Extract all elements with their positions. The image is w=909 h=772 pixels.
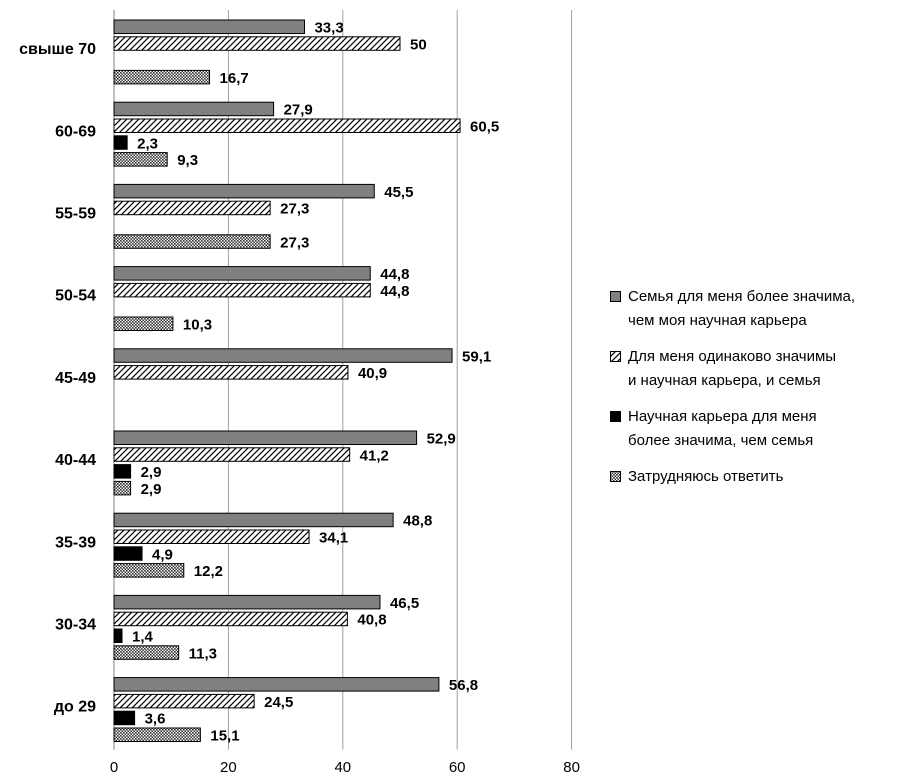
bar-hard-to-answer [113, 645, 180, 660]
legend-item-career-more-important: Научная карьера для меня более значима, … [610, 405, 909, 453]
data-label: 52,9 [427, 431, 456, 448]
bar-family-more-important [113, 183, 375, 199]
legend: Семья для меня более значима, чем моя на… [610, 285, 909, 501]
bar-hard-to-answer [113, 727, 201, 742]
data-label: 27,3 [280, 234, 309, 251]
data-label: 60,5 [470, 119, 499, 136]
bar-career-more-important [113, 710, 136, 726]
category-label: свыше 70 [19, 41, 96, 58]
category-label: до 29 [54, 699, 96, 716]
bar-equally-important [113, 118, 461, 133]
data-label: 56,8 [449, 677, 478, 694]
data-label: 2,9 [141, 481, 162, 498]
bar-family-more-important [113, 266, 371, 281]
legend-line: более значима, чем семья [628, 432, 814, 449]
diagonal-hatch-swatch-icon [610, 351, 621, 362]
bar-hard-to-answer [113, 316, 174, 331]
data-label: 12,2 [194, 563, 223, 580]
solid-black-swatch-icon [610, 411, 621, 422]
bar-family-more-important [113, 101, 275, 117]
data-label: 59,1 [462, 348, 491, 365]
gridlines [113, 10, 573, 750]
bar-family-more-important [113, 594, 381, 610]
bar-hard-to-answer [113, 69, 211, 85]
x-tick-label: 80 [563, 759, 580, 772]
bar-career-more-important [113, 628, 123, 643]
category-label: 35-39 [55, 534, 96, 551]
legend-line: Для меня одинаково значимы [628, 348, 837, 365]
bar-hard-to-answer [113, 152, 168, 167]
legend-item-equally-important: Для меня одинаково значимы и научная кар… [610, 345, 909, 393]
data-label: 2,9 [141, 464, 162, 481]
data-label: 44,8 [380, 283, 409, 300]
crosshatch-swatch-icon [610, 471, 621, 482]
bar-equally-important [113, 200, 271, 216]
data-label: 9,3 [177, 152, 198, 169]
x-tick-label: 0 [110, 759, 118, 772]
bar-family-more-important [113, 430, 418, 445]
category-label: 40-44 [55, 452, 96, 469]
bar-hard-to-answer [113, 234, 271, 249]
data-labels: 33,3 50 16,7 27,9 60,5 2,3 9,3 45,5 27,3 27,3 44,8… [132, 20, 499, 745]
bar-career-more-important [113, 546, 143, 561]
x-tick-label: 60 [449, 759, 466, 772]
legend-line: Затрудняюсь ответить [628, 468, 784, 485]
data-label: 41,2 [360, 447, 389, 464]
bar-career-more-important [113, 464, 132, 479]
bar-career-more-important [113, 135, 128, 150]
bar-equally-important [113, 447, 351, 462]
data-label: 44,8 [380, 266, 409, 283]
legend-line: и научная карьера, и семья [628, 372, 821, 389]
bar-family-more-important [113, 677, 440, 692]
data-label: 40,9 [358, 365, 387, 382]
data-label: 27,9 [284, 102, 313, 119]
category-label: 30-34 [55, 617, 96, 634]
legend-item-family-more-important: Семья для меня более значима, чем моя на… [610, 285, 909, 333]
data-label: 34,1 [319, 530, 348, 547]
data-label: 10,3 [183, 317, 212, 334]
bar-equally-important [113, 282, 371, 298]
data-label: 50 [410, 36, 427, 53]
bar-equally-important [113, 365, 349, 380]
data-label: 2,3 [137, 135, 158, 152]
data-label: 46,5 [390, 595, 419, 612]
bar-equally-important [113, 529, 310, 544]
x-tick-label: 40 [334, 759, 351, 772]
bar-hard-to-answer [113, 480, 132, 496]
category-label: 60-69 [55, 123, 96, 140]
bar-hard-to-answer [113, 563, 185, 578]
category-labels: свыше 70 60-69 55-59 50-54 45-49 40-44 35-39 30… [19, 41, 96, 716]
legend-line: чем моя научная карьера [628, 312, 807, 329]
category-label: 50-54 [55, 288, 96, 305]
data-label: 15,1 [210, 728, 239, 745]
x-tick-label: 20 [220, 759, 237, 772]
bar-equally-important [113, 611, 348, 627]
data-label: 24,5 [264, 694, 293, 711]
bar-family-more-important [113, 348, 453, 363]
data-label: 3,6 [145, 711, 166, 728]
legend-line: Семья для меня более значима, [628, 288, 856, 305]
bar-family-more-important [113, 19, 305, 34]
category-label: 55-59 [55, 206, 96, 223]
bar-equally-important [113, 36, 401, 51]
data-label: 45,5 [384, 184, 413, 201]
data-label: 4,9 [152, 546, 173, 563]
category-label: 45-49 [55, 370, 96, 387]
data-label: 40,8 [357, 612, 386, 629]
data-label: 1,4 [132, 629, 154, 646]
bar-family-more-important [113, 512, 394, 528]
data-label: 27,3 [280, 201, 309, 218]
data-label: 33,3 [314, 20, 343, 37]
data-label: 11,3 [189, 645, 217, 662]
x-tick-labels: 0 20 40 60 80 [110, 759, 580, 772]
data-label: 48,8 [403, 513, 432, 530]
bar-equally-important [113, 693, 255, 709]
legend-item-hard-to-answer: Затрудняюсь ответить [610, 465, 909, 489]
data-label: 16,7 [220, 70, 249, 87]
bars [113, 19, 461, 742]
solid-gray-swatch-icon [610, 291, 621, 302]
legend-line: Научная карьера для меня [628, 408, 817, 425]
